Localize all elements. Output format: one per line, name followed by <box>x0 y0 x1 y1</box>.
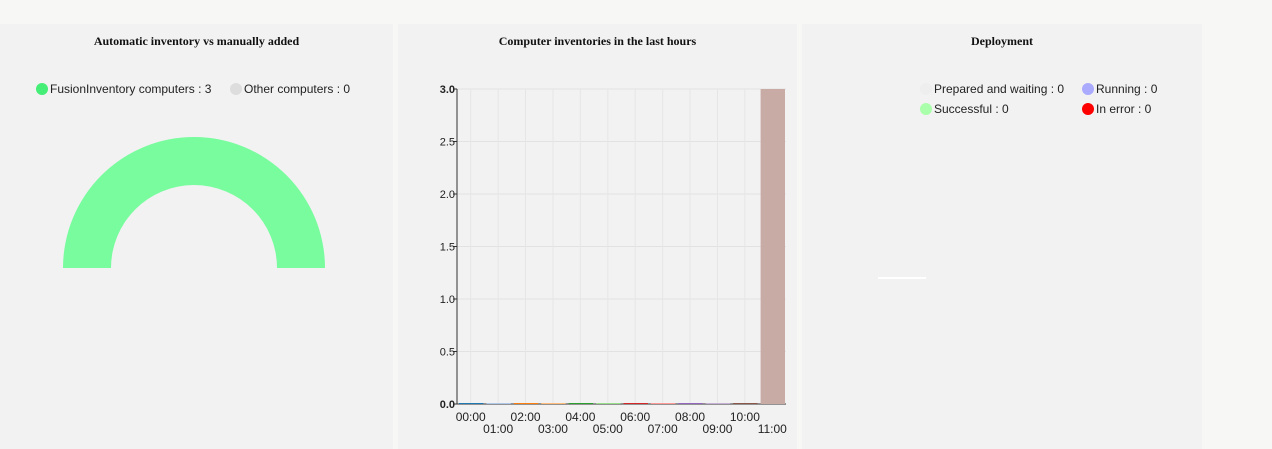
x-tick-label: 04:00 <box>565 410 595 424</box>
y-tick-label: 3.0 <box>440 84 455 96</box>
bar[interactable] <box>733 403 758 404</box>
x-tick-label: 09:00 <box>702 422 732 436</box>
y-tick-label: 0.0 <box>440 399 455 411</box>
hours-panel: Computer inventories in the last hours 0… <box>398 24 797 449</box>
bar[interactable] <box>623 403 648 404</box>
x-tick-label: 06:00 <box>620 410 650 424</box>
bar[interactable] <box>513 403 539 404</box>
inventory-gauge-chart <box>63 137 325 268</box>
legend-prepared-waiting[interactable]: Prepared and waiting : 0 <box>920 82 1064 96</box>
x-tick-label: 10:00 <box>730 410 760 424</box>
x-tick-label: 07:00 <box>648 422 678 436</box>
legend-label-fusioninventory: FusionInventory computers : 3 <box>50 82 212 96</box>
x-tick-label: 02:00 <box>511 410 541 424</box>
legend-dot-fusioninventory <box>36 83 48 95</box>
bar[interactable] <box>486 403 511 404</box>
inventory-panel: Automatic inventory vs manually added Fu… <box>0 24 393 449</box>
y-tick-label: 1.5 <box>440 242 455 254</box>
legend-running[interactable]: Running : 0 <box>1082 82 1157 96</box>
bar[interactable] <box>541 403 566 404</box>
deployment-panel: Deployment Prepared and waiting : 0 Runn… <box>802 24 1202 449</box>
legend-fusioninventory[interactable]: FusionInventory computers : 3 <box>36 82 211 96</box>
hours-panel-title: Computer inventories in the last hours <box>498 34 697 48</box>
deployment-panel-title: Deployment <box>971 34 1033 48</box>
x-tick-label: 11:00 <box>758 422 787 436</box>
legend-label-prepared: Prepared and waiting : 0 <box>934 82 1065 96</box>
hours-bar-chart: 0.0 0.5 1.0 1.5 2.0 2.5 3.0 00:0001:0002:0003:0… <box>440 84 787 436</box>
legend-successful[interactable]: Successful : 0 <box>920 102 1009 116</box>
y-tick-label: 0.5 <box>440 347 455 359</box>
x-tick-label: 03:00 <box>538 422 568 436</box>
inventory-panel-title: Automatic inventory vs manually added <box>93 34 300 48</box>
y-tick-label: 1.0 <box>440 294 455 306</box>
y-tick-label: 2.0 <box>440 189 455 201</box>
legend-dot-other <box>230 83 242 95</box>
bar[interactable] <box>678 403 703 404</box>
bar[interactable] <box>705 403 731 404</box>
x-tick-label: 08:00 <box>675 410 705 424</box>
y-tick-label: 2.5 <box>440 137 455 149</box>
legend-label-successful: Successful : 0 <box>934 102 1009 116</box>
bar[interactable] <box>459 403 484 404</box>
legend-label-running: Running : 0 <box>1096 82 1158 96</box>
deployment-empty-chart <box>878 277 926 279</box>
gauge-slice-fusioninventory[interactable] <box>63 137 325 268</box>
bar[interactable] <box>650 403 676 404</box>
bar[interactable] <box>596 403 621 404</box>
x-tick-label: 05:00 <box>593 422 623 436</box>
legend-dot-in-error <box>1082 103 1094 115</box>
x-tick-label: 01:00 <box>483 422 513 436</box>
legend-dot-successful <box>920 103 932 115</box>
legend-label-in-error: In error : 0 <box>1096 102 1152 116</box>
legend-other-computers[interactable]: Other computers : 0 <box>230 82 350 96</box>
legend-dot-running <box>1082 83 1094 95</box>
legend-dot-prepared <box>920 83 932 95</box>
x-tick-label: 00:00 <box>456 410 486 424</box>
bar[interactable] <box>760 89 785 404</box>
legend-in-error[interactable]: In error : 0 <box>1082 102 1151 116</box>
bar[interactable] <box>568 403 594 404</box>
legend-label-other: Other computers : 0 <box>244 82 351 96</box>
